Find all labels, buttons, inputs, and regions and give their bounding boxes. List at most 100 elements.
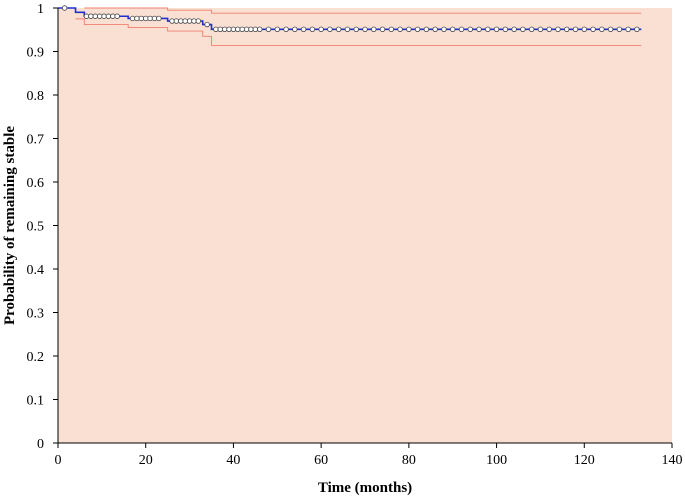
censor-marker	[406, 26, 412, 33]
censor-marker	[138, 15, 145, 22]
censor-marker	[243, 26, 250, 33]
censor-marker	[362, 26, 368, 33]
censor-marker	[616, 26, 623, 33]
censor-marker	[546, 26, 552, 33]
censor-marker	[129, 15, 136, 22]
censor-marker	[485, 26, 491, 33]
censor-marker	[493, 26, 500, 33]
censor-marker	[520, 26, 526, 33]
y-tick-label: 0.5	[27, 220, 45, 235]
censor-marker	[450, 26, 456, 33]
censor-marker	[226, 26, 232, 33]
plot-area-background	[58, 8, 672, 443]
lower-confidence-line	[75, 18, 642, 46]
censor-marker	[318, 26, 324, 33]
censor-marker	[634, 26, 640, 33]
x-tick-label: 80	[402, 453, 416, 468]
x-tick-label: 40	[226, 453, 240, 468]
censor-marker	[230, 26, 237, 33]
censor-marker	[96, 13, 103, 19]
censor-marker	[92, 13, 98, 19]
censor-marker	[257, 26, 263, 33]
censor-marker	[252, 26, 259, 33]
censor-marker	[581, 26, 587, 33]
censor-marker	[204, 21, 210, 28]
censor-marker	[151, 15, 158, 22]
y-tick-label: 1	[37, 2, 44, 17]
censor-marker	[476, 26, 482, 33]
censor-marker	[432, 26, 438, 33]
censor-marker	[217, 26, 223, 33]
censor-marker	[458, 26, 465, 33]
censor-marker	[607, 26, 614, 33]
censor-marker	[344, 26, 351, 33]
y-tick-label: 0.4	[27, 263, 45, 278]
censor-marker	[182, 18, 188, 24]
censor-marker	[186, 18, 193, 24]
censor-marker	[397, 26, 403, 33]
censor-marker	[423, 26, 430, 33]
y-tick-layer: 0 0.1 0.2 0.3 0.4 0.5 0.6 0.7 0.8 0.9 1	[27, 2, 58, 452]
censor-marker	[178, 18, 184, 24]
x-tick-label: 120	[574, 453, 595, 468]
censor-marker	[292, 26, 298, 33]
x-tick-label: 140	[662, 453, 683, 468]
censor-marker	[143, 15, 149, 22]
censor-marker	[467, 26, 473, 33]
censor-marker	[599, 26, 605, 33]
censor-marker	[105, 13, 112, 19]
censor-marker	[388, 26, 395, 33]
censor-marker	[335, 26, 342, 33]
upper-confidence-line	[84, 7, 642, 14]
censor-marker	[213, 26, 219, 33]
censor-marker	[441, 26, 447, 33]
censor-marker	[353, 26, 359, 33]
censor-marker	[239, 26, 245, 33]
censor-marker	[300, 26, 307, 33]
y-tick-label: 0.2	[27, 350, 45, 365]
censor-marker	[555, 26, 561, 33]
censor-marker	[134, 15, 140, 22]
x-tick-label: 0	[55, 453, 62, 468]
censor-marker	[147, 15, 153, 22]
censor-marker	[61, 5, 68, 11]
censor-marker	[110, 13, 116, 19]
censor-marker	[101, 13, 107, 19]
censor-marker	[379, 26, 386, 33]
censor-marker	[265, 26, 272, 33]
censor-marker-layer	[61, 5, 640, 33]
censor-marker	[274, 26, 280, 33]
censor-marker	[414, 26, 421, 33]
censor-marker	[537, 26, 544, 33]
censor-marker	[88, 13, 94, 19]
censor-marker	[235, 26, 241, 33]
y-axis-title: Probability of remaining stable	[2, 126, 18, 325]
censor-marker	[283, 26, 289, 33]
y-tick-label: 0	[37, 437, 44, 452]
censor-marker	[502, 26, 509, 33]
y-tick-label: 0.6	[27, 176, 45, 191]
censor-marker	[572, 26, 579, 33]
censor-marker	[191, 18, 197, 24]
y-tick-label: 0.7	[27, 133, 45, 148]
censor-marker	[195, 18, 202, 24]
censor-marker	[114, 13, 120, 19]
censor-marker	[371, 26, 377, 33]
x-tick-label: 60	[314, 453, 328, 468]
x-tick-layer: 0 20 40 60 80 100 120 140	[55, 443, 683, 468]
censor-marker	[564, 26, 570, 33]
censor-marker	[625, 26, 631, 33]
x-tick-label: 20	[139, 453, 153, 468]
censor-marker	[169, 18, 175, 24]
censor-marker	[327, 26, 333, 33]
x-axis-title: Time (months)	[318, 480, 412, 496]
censor-marker	[511, 26, 517, 33]
y-tick-label: 0.8	[27, 89, 45, 104]
censor-marker	[590, 26, 596, 33]
censor-marker	[248, 26, 254, 33]
censor-marker	[309, 26, 316, 33]
confidence-band-layer	[75, 7, 642, 46]
censor-marker	[221, 26, 228, 33]
